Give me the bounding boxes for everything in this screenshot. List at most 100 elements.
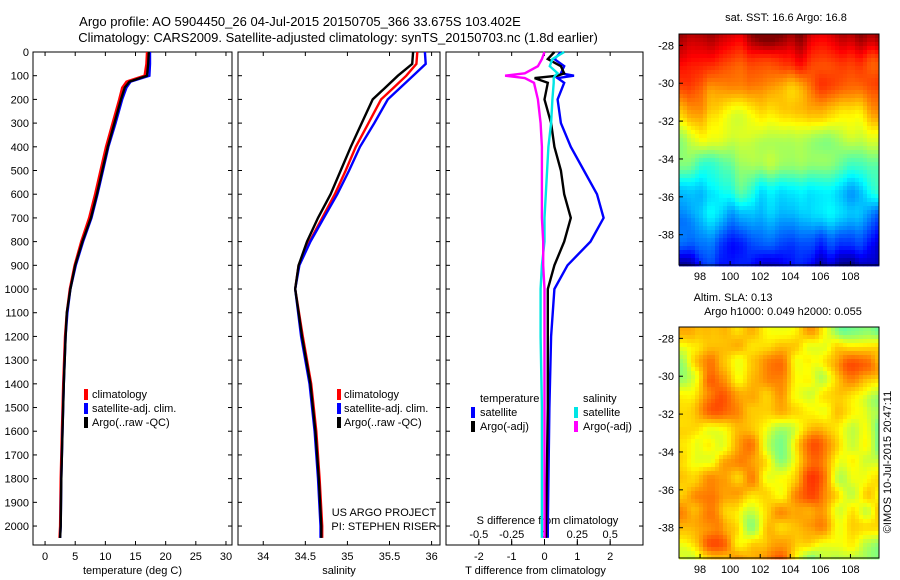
map-y-tick-label: -36 [658,485,674,497]
map-x-tick-label: 104 [781,271,799,283]
legend-label: Argo(..raw -QC) [92,417,170,429]
map-x-tick-label: 104 [781,564,799,576]
sla-map-title-line2: Argo h1000: 0.049 h2000: 0.055 [704,306,862,318]
series-line-argo-raw-qc- [58,51,150,538]
legend-label: satellite-adj. clim. [92,403,176,415]
map-y-tick-label: -34 [658,154,674,166]
sst-map-panel: 98 100 102 104 106 108 -28 -30 -32 -34 -36 -38 [658,33,880,283]
y-tick-label: 400 [11,142,29,154]
y-tick-label: 500 [11,166,29,178]
x-tick-label: 35 [341,551,353,563]
map-y-tick-label: -38 [658,230,674,242]
legend-title: temperature [480,393,539,405]
y-tick-label: 900 [11,260,29,272]
map-x-tick-label: 100 [721,271,739,283]
y-tick-label: 200 [11,94,29,106]
map-frame [678,326,880,559]
x-tick-label: 5 [72,551,78,563]
s-tick-label: -0.5 [469,529,488,541]
map-y-tick-label: -32 [658,409,674,421]
map-x-tick-label: 108 [841,271,859,283]
x-tick-label: 1 [574,551,580,563]
y-tick-label: 100 [11,71,29,83]
map-x-tick-label: 106 [811,271,829,283]
x-tick-label: -1 [507,551,517,563]
legend-swatch [84,403,88,414]
map-y-tick-label: -30 [658,78,674,90]
legend-swatch [574,407,578,418]
legend-swatch [337,389,341,400]
legend-swatch [337,417,341,428]
x-tick-label: 25 [190,551,202,563]
y-tick-label: 1800 [5,474,29,486]
legend-label: Argo(-adj) [583,421,632,433]
legend-swatch [574,421,578,432]
legend-swatch [337,403,341,414]
legend-label: Argo(..raw -QC) [344,417,422,429]
s-tick-label: 0.25 [567,529,588,541]
x-tick-label: 34.5 [295,551,316,563]
sla-map-panel: 98 100 102 104 106 108 -28 -30 -32 -34 -36 -38 [658,326,880,576]
legend-swatch [471,407,475,418]
y-tick-label: 1000 [5,284,29,296]
legend-swatch [471,421,475,432]
figure-title-line2: Climatology: CARS2009. Satellite-adjuste… [78,30,598,45]
x-tick-label: 0 [42,551,48,563]
project-line1: US ARGO PROJECT [332,507,437,519]
series-line-argo-raw-qc- [293,51,415,538]
legend-label: Argo(-adj) [480,421,529,433]
map-y-tick-label: -28 [658,40,674,52]
project-line2: PI: STEPHEN RISER [331,521,436,533]
map-cells [679,327,880,560]
x-axis-label: T difference from climatology [465,565,606,577]
map-x-tick-label: 100 [721,564,739,576]
map-cells [679,34,880,267]
map-x-tick-label: 108 [841,564,859,576]
legend-label: climatology [92,389,148,401]
salinity-panel: 34 34.5 35 35.5 36 salinity climatology satelli… [237,51,441,577]
x-tick-label: 15 [129,551,141,563]
map-y-tick-label: -36 [658,192,674,204]
map-y-tick-label: -28 [658,333,674,345]
y-tick-label: 1300 [5,355,29,367]
temperature-panel: 0100200300400500600700800900100011001200… [5,47,233,577]
plot-frame [237,51,441,546]
y-tick-label: 600 [11,189,29,201]
y-tick-label: 2000 [5,521,29,533]
legend-title: salinity [583,393,617,405]
y-tick-label: 1100 [5,308,29,320]
y-tick-label: 1700 [5,450,29,462]
x-tick-label: -2 [474,551,484,563]
x-axis-label: temperature (deg C) [83,565,182,577]
plot-frame [32,51,233,546]
x-tick-label: 30 [220,551,232,563]
map-x-tick-label: 102 [751,564,769,576]
map-x-tick-label: 106 [811,564,829,576]
watermark: ©IMOS 10-Jul-2015 20:47:11 [882,391,894,533]
x-tick-label: 35.5 [379,551,400,563]
map-y-tick-label: -32 [658,116,674,128]
map-frame [678,33,880,266]
y-tick-label: 700 [11,213,29,225]
map-y-tick-label: -34 [658,447,674,459]
s-tick-label: 0.5 [603,529,618,541]
y-tick-label: 1900 [5,497,29,509]
map-y-tick-label: -30 [658,371,674,383]
figure-title-line1: Argo profile: AO 5904450_26 04-Jul-2015 … [79,14,521,29]
legend-label: climatology [344,389,400,401]
legend-swatch [84,389,88,400]
series-line-salinity-satellite [539,50,565,538]
x-tick-label: 36 [425,551,437,563]
map-x-tick-label: 98 [694,564,706,576]
y-tick-label: 300 [11,118,29,130]
series-line-salinity-argo-adj- [504,51,546,538]
y-tick-label: 800 [11,237,29,249]
x-tick-label: 34 [257,551,269,563]
legend-label: satellite-adj. clim. [344,403,428,415]
map-x-tick-label: 98 [694,271,706,283]
x-axis-label: salinity [322,565,356,577]
map-x-tick-label: 102 [751,271,769,283]
y-tick-label: 0 [23,47,29,59]
y-tick-label: 1200 [5,331,29,343]
